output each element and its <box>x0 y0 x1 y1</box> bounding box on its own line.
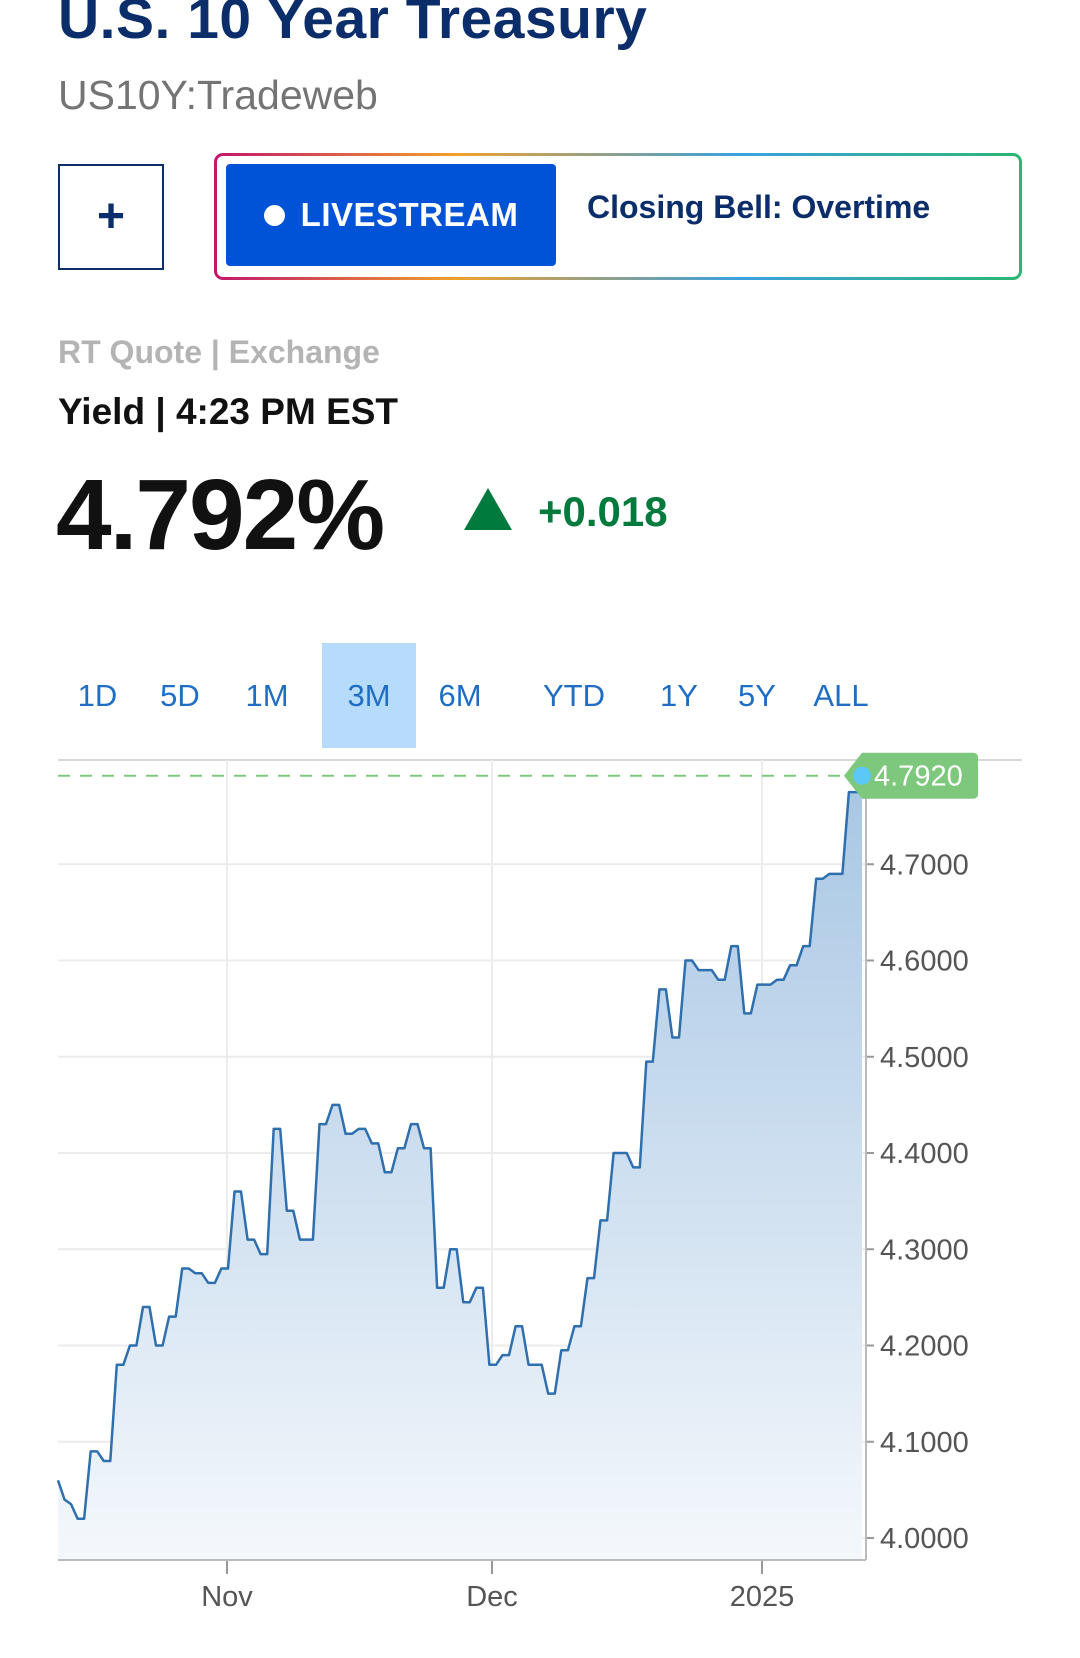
livestream-banner[interactable]: LIVESTREAM Closing Bell: Overtime <box>214 153 1022 280</box>
y-tick-label: 4.1000 <box>880 1427 969 1459</box>
y-tick-label: 4.4000 <box>880 1138 969 1170</box>
last-value-dot <box>853 766 871 785</box>
tab-5d[interactable]: 5D <box>160 677 200 713</box>
yield-change: +0.018 <box>538 488 668 535</box>
yield-area <box>58 792 862 1560</box>
chart-axes: 4.0000 4.1000 4.2000 4.3000 4.4000 4.5000 4.60… <box>58 760 969 1613</box>
x-tick-label: Nov <box>201 1581 253 1613</box>
tab-6m[interactable]: 6M <box>438 677 482 713</box>
ticker-symbol: US10Y:Tradeweb <box>58 72 378 118</box>
y-tick-label: 4.2000 <box>880 1331 969 1363</box>
tab-1d[interactable]: 1D <box>77 677 118 713</box>
y-tick-label: 4.3000 <box>880 1234 969 1266</box>
page-title: U.S. 10 Year Treasury <box>58 0 648 51</box>
last-value-badge-shape <box>844 752 978 799</box>
tab-all[interactable]: ALL <box>813 677 869 713</box>
yield-timestamp: Yield | 4:23 PM EST <box>58 391 399 432</box>
y-tick-label: 4.6000 <box>880 946 969 978</box>
tab-5y[interactable]: 5Y <box>738 677 776 713</box>
livestream-banner-inner: LIVESTREAM Closing Bell: Overtime <box>217 156 1019 277</box>
last-value-label: 4.7920 <box>874 761 963 793</box>
plus-icon: + <box>96 190 126 243</box>
last-value-badge: 4.7920 <box>844 752 978 799</box>
tab-1m[interactable]: 1M <box>245 677 289 713</box>
y-tick-label: 4.7000 <box>880 849 969 881</box>
y-tick-label: 4.0000 <box>880 1523 969 1555</box>
yield-line <box>56 790 862 1521</box>
live-dot-icon <box>263 204 285 226</box>
quote-source: RT Quote | Exchange <box>58 334 380 370</box>
add-to-watchlist-button[interactable]: + <box>58 164 164 270</box>
tab-3m[interactable]: 3M <box>322 643 416 748</box>
range-tabs: 1D 5D 1M 3M 6M YTD 1Y 5Y ALL <box>58 643 958 748</box>
x-tick-label: 2025 <box>730 1581 795 1613</box>
x-tick-label: Dec <box>466 1581 518 1613</box>
livestream-button[interactable]: LIVESTREAM <box>226 164 556 266</box>
tab-ytd[interactable]: YTD <box>543 677 605 713</box>
yield-chart[interactable]: 4.0000 4.1000 4.2000 4.3000 4.4000 4.5000 4.60… <box>0 750 1080 1630</box>
yield-value: 4.792% <box>56 459 385 571</box>
up-arrow-icon <box>464 488 512 530</box>
y-tick-label: 4.5000 <box>880 1042 969 1074</box>
livestream-label: LIVESTREAM <box>300 196 519 233</box>
show-title-link[interactable]: Closing Bell: Overtime <box>587 189 931 225</box>
tab-1y[interactable]: 1Y <box>660 677 698 713</box>
